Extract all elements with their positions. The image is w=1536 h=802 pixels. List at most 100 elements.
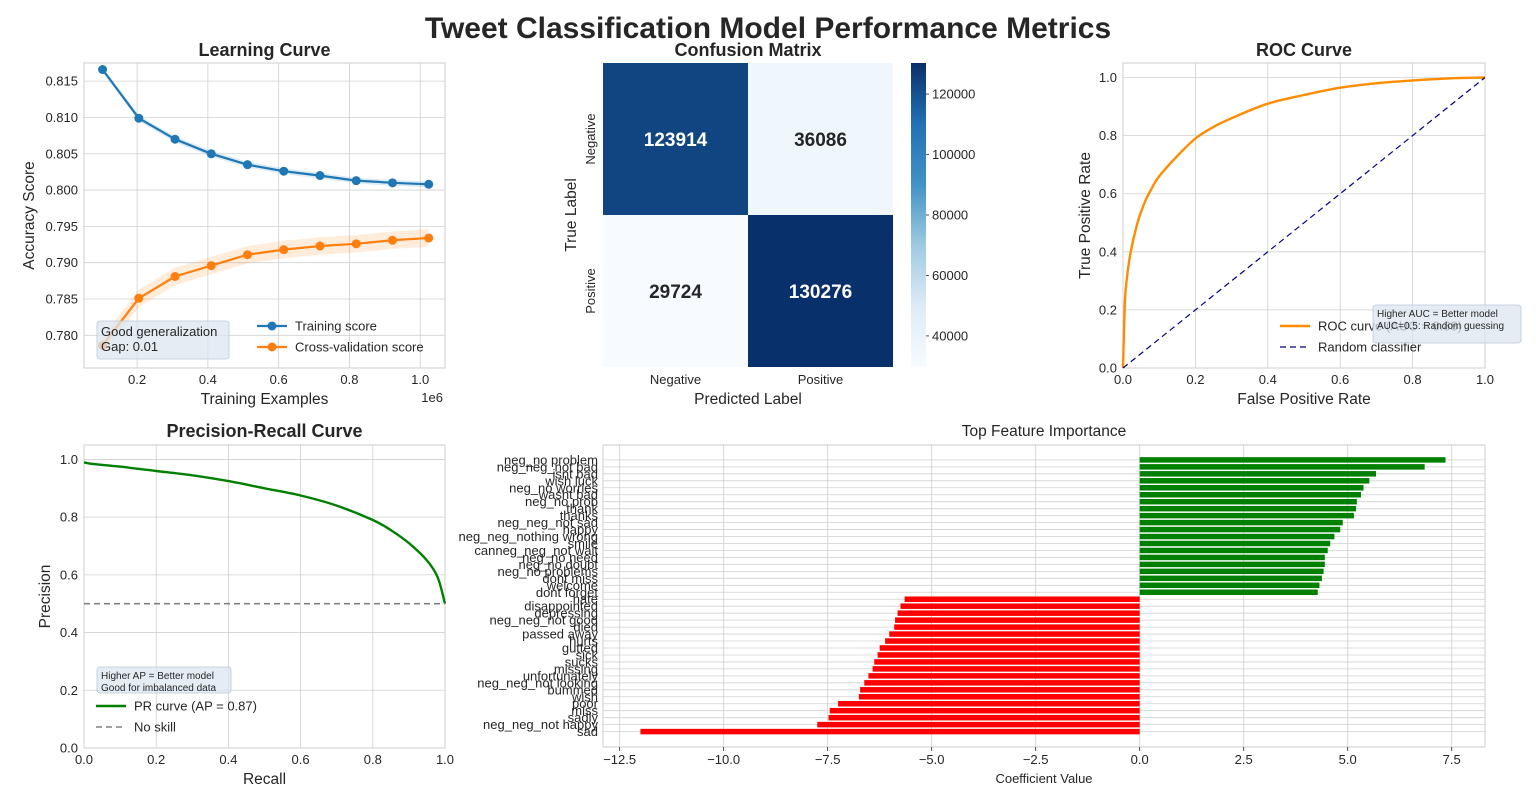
- annotation-text: Higher AUC = Better model: [1377, 309, 1498, 320]
- x-tick-label: 0.2: [128, 372, 146, 387]
- data-point: [351, 239, 361, 249]
- confusion-xlabel: Predicted Label: [694, 391, 802, 408]
- learning-title: Learning Curve: [198, 40, 330, 60]
- x-tick-label: 0.4: [199, 372, 217, 387]
- feature-bar: [1139, 505, 1357, 512]
- data-point: [279, 166, 289, 176]
- x-tick-label: −10.0: [707, 752, 740, 767]
- feature-label: sadly: [568, 710, 599, 725]
- feature-bar: [1139, 589, 1318, 596]
- feature-label: neg_neg_nothing wrong: [458, 529, 598, 544]
- colorbar-tick-label: 80000: [932, 208, 968, 223]
- feature-bar: [904, 596, 1140, 602]
- data-point: [170, 134, 180, 144]
- feature-label: neg_no prob: [525, 494, 598, 509]
- heatmap-cell: [748, 63, 893, 215]
- y-tick-label: 0.2: [60, 683, 78, 698]
- feature-bar: [858, 694, 1140, 700]
- feature-label: neg_neg_not happy: [483, 717, 598, 732]
- feature-bar: [897, 610, 1140, 616]
- y-tick-label: 0.2: [1099, 302, 1117, 317]
- roc-annotation-box: [1372, 304, 1522, 344]
- data-point: [351, 176, 361, 186]
- feature-label: dont miss: [542, 571, 598, 586]
- x-tick-label: 0.2: [1186, 372, 1204, 387]
- annotation-text: Good for imbalanced data: [101, 683, 217, 694]
- x-tick-label: −2.5: [1023, 752, 1049, 767]
- feature-label: neg_no doubt: [518, 557, 598, 572]
- learning-annotation-box: [96, 320, 230, 360]
- feature-bar: [640, 728, 1140, 735]
- feature-label: wasnt bad: [538, 487, 598, 502]
- feature-bar: [1139, 547, 1328, 554]
- feature-label: bummed: [547, 682, 598, 697]
- heatmap-cell: [603, 215, 748, 367]
- feature-bar: [1139, 533, 1335, 540]
- data-point: [279, 245, 289, 255]
- feature-bar: [1139, 485, 1364, 491]
- figure-title: Tweet Classification Model Performance M…: [425, 12, 1111, 45]
- roc-curve-chart: 0.0 0.2 0.4 0.6 0.8 1.0 0.0 0.2 0.4 0.6 0.8 1.0 ROC …: [1077, 40, 1522, 408]
- annotation-text: Gap: 0.01: [101, 339, 158, 354]
- y-tick-label: 1.0: [60, 452, 78, 467]
- y-tick-label: Positive: [583, 268, 598, 314]
- x-tick-label: Positive: [798, 372, 844, 387]
- y-tick-label: 0.805: [45, 146, 78, 161]
- feature-bar: [1139, 491, 1362, 498]
- y-tick-label: 1.0: [1099, 70, 1117, 85]
- x-tick-label: 1.0: [1476, 372, 1494, 387]
- x-tick-label: 0.4: [219, 752, 237, 767]
- feature-bar: [1139, 457, 1446, 463]
- series-line: [101, 236, 429, 347]
- data-point: [134, 113, 144, 123]
- x-tick-label: −12.5: [603, 752, 636, 767]
- x-tick-label: 1.0: [411, 372, 429, 387]
- pr-title: Precision-Recall Curve: [166, 421, 362, 441]
- feature-label: wish: [571, 689, 598, 704]
- data-point: [315, 171, 325, 181]
- y-tick-label: 0.815: [45, 74, 78, 89]
- y-tick-label: 0.0: [60, 741, 78, 756]
- feature-title: Top Feature Importance: [962, 423, 1127, 440]
- data-point: [315, 241, 325, 251]
- feature-label: miss: [571, 703, 598, 718]
- x-tick-label: 1.0: [436, 752, 454, 767]
- feature-bar: [1139, 561, 1325, 568]
- feature-bar: [895, 617, 1140, 623]
- annotation-text: AUC=0.5: Random guessing: [1377, 321, 1504, 332]
- feature-bar: [1139, 540, 1331, 547]
- feature-label: sick: [576, 647, 599, 662]
- feature-bar: [838, 700, 1140, 707]
- feature-bar: [1139, 582, 1320, 589]
- legend-label: PR curve (AP = 0.87): [134, 699, 257, 714]
- data-point: [206, 261, 216, 271]
- x-tick-label: 0.0: [1114, 372, 1132, 387]
- x-tick-label: 0.2: [147, 752, 165, 767]
- feature-label: welcome: [546, 578, 598, 593]
- pr-ylabel: Precision: [37, 565, 54, 629]
- feature-label: smile: [568, 536, 598, 551]
- feature-bar: [829, 707, 1140, 714]
- feature-bar: [872, 666, 1140, 672]
- x-tick-label: 0.0: [75, 752, 93, 767]
- feature-label: neg_neg_not bad: [497, 459, 598, 474]
- feature-bar: [817, 721, 1140, 728]
- x-tick-label: 0.0: [1131, 752, 1149, 767]
- y-tick-label: 0.6: [1099, 186, 1117, 201]
- feature-bar: [1139, 575, 1322, 582]
- x-tick-label: 0.6: [270, 372, 288, 387]
- feature-importance-chart: −12.5 −10.0 −7.5 −5.0 −2.5 0.0 2.5 5.0 7.5 neg_no…: [458, 423, 1486, 786]
- confusion-matrix-chart: 123914 36086 29724 130276 Confusion Matrix Ne…: [563, 40, 975, 408]
- y-tick-label: 0.795: [45, 219, 78, 234]
- series-line: [101, 68, 429, 186]
- pr-xlabel: Recall: [243, 771, 286, 788]
- pr-plot-area: [83, 444, 446, 749]
- annotation-text: Good generalization: [101, 324, 217, 339]
- x-tick-label: 0.6: [292, 752, 310, 767]
- feature-label: poor: [572, 696, 599, 711]
- heatmap-cell: [748, 215, 893, 367]
- random-classifier-line: [1122, 77, 1486, 369]
- feature-bar: [1139, 519, 1343, 526]
- y-tick-label: 0.6: [60, 567, 78, 582]
- x-tick-label: 0.4: [1259, 372, 1277, 387]
